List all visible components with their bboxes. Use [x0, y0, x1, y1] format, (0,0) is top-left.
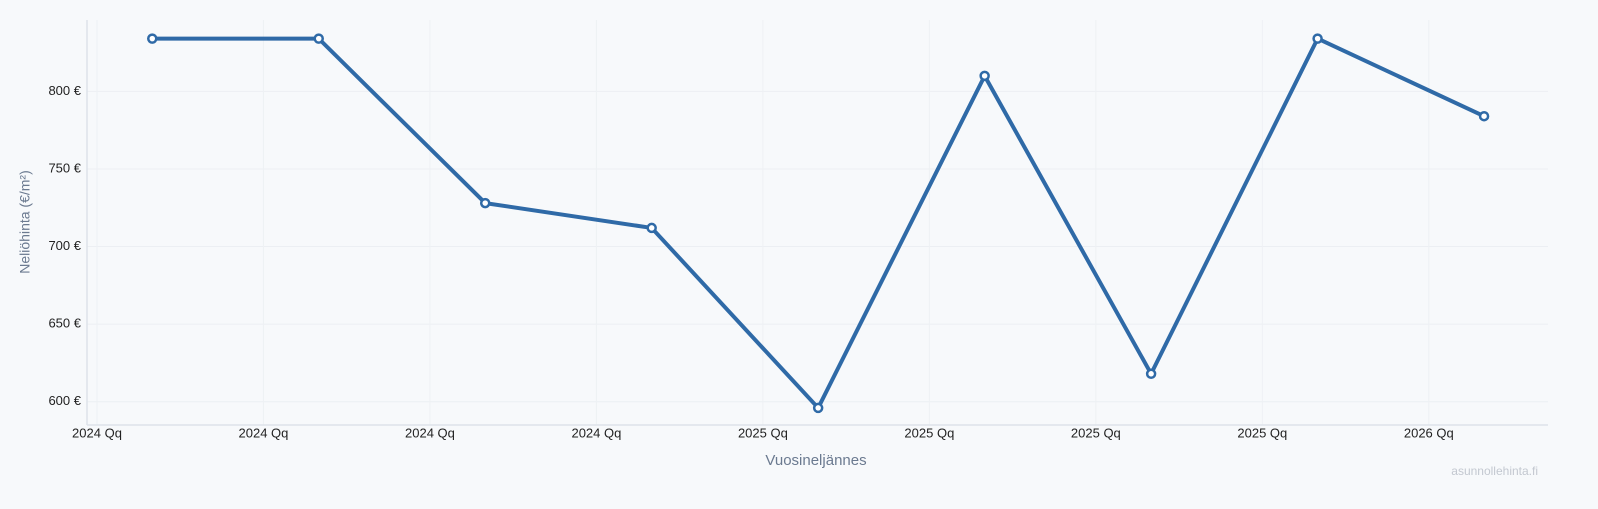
x-axis-title: Vuosineljännes [765, 452, 866, 469]
y-tick-label: 650 € [48, 316, 81, 331]
x-tick-label: 2025 Qq [904, 425, 954, 440]
point [812, 402, 824, 414]
point [1478, 110, 1490, 122]
y-tick-label: 800 € [48, 83, 81, 98]
point [646, 222, 657, 234]
x-tick-label: 2024 Qq [72, 425, 122, 440]
x-tick-label: 2026 Qq [1404, 425, 1454, 440]
x-tick-label: 2024 Qq [405, 425, 455, 440]
x-tick-label: 2025 Qq [738, 425, 788, 440]
x-tick-label: 2025 Qq [1071, 425, 1121, 440]
watermark: asunnollehinta.fi [1451, 464, 1538, 478]
point [479, 197, 491, 209]
point [979, 70, 990, 82]
point [1145, 368, 1157, 380]
point [147, 33, 158, 44]
x-tick-label: 2024 Qq [239, 425, 289, 440]
point [313, 33, 324, 44]
x-tick-label: 2024 Qq [571, 425, 621, 440]
y-tick-label: 600 € [48, 393, 81, 408]
y-tick-label: 700 € [48, 238, 81, 253]
y-axis-title: Neliöhinta (€/m²) [17, 170, 33, 273]
x-tick-label: 2025 Qq [1237, 425, 1287, 440]
y-tick-label: 750 € [48, 160, 81, 175]
point [1312, 33, 1323, 44]
